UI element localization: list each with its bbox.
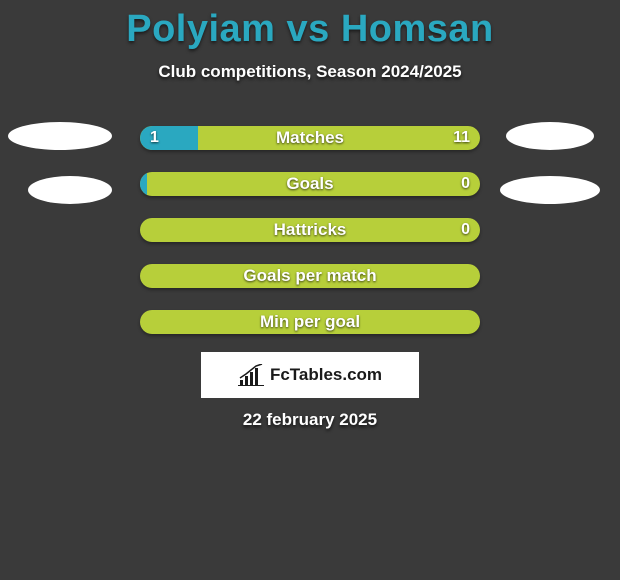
page-title: Polyiam vs Homsan (0, 8, 620, 51)
subtitle: Club competitions, Season 2024/2025 (0, 62, 620, 82)
stat-bar-label: Goals (140, 172, 480, 196)
footer-date: 22 february 2025 (0, 410, 620, 430)
attribution: FcTables.com (201, 352, 419, 398)
stat-bar: Hattricks0 (140, 218, 480, 242)
stat-bar-label: Goals per match (140, 264, 480, 288)
decorative-ellipse (500, 176, 600, 204)
stat-bar-label: Min per goal (140, 310, 480, 334)
decorative-ellipse (506, 122, 594, 150)
stat-bar-left-value: 1 (150, 126, 159, 150)
stat-bar: Goals0 (140, 172, 480, 196)
stat-bar-right-value: 0 (461, 172, 470, 196)
infographic-canvas: Polyiam vs Homsan Club competitions, Sea… (0, 0, 620, 580)
stat-bar-label: Matches (140, 126, 480, 150)
stat-bar: Matches111 (140, 126, 480, 150)
stat-bar-right-value: 11 (453, 126, 470, 150)
stat-bar-label: Hattricks (140, 218, 480, 242)
stat-bar: Goals per match (140, 264, 480, 288)
decorative-ellipse (28, 176, 112, 204)
attribution-text: FcTables.com (270, 365, 382, 385)
stat-bar-right-value: 0 (461, 218, 470, 242)
comparison-bars: Matches111Goals0Hattricks0Goals per matc… (140, 126, 480, 356)
stat-bar: Min per goal (140, 310, 480, 334)
decorative-ellipse (8, 122, 112, 150)
chart-icon (238, 364, 264, 386)
